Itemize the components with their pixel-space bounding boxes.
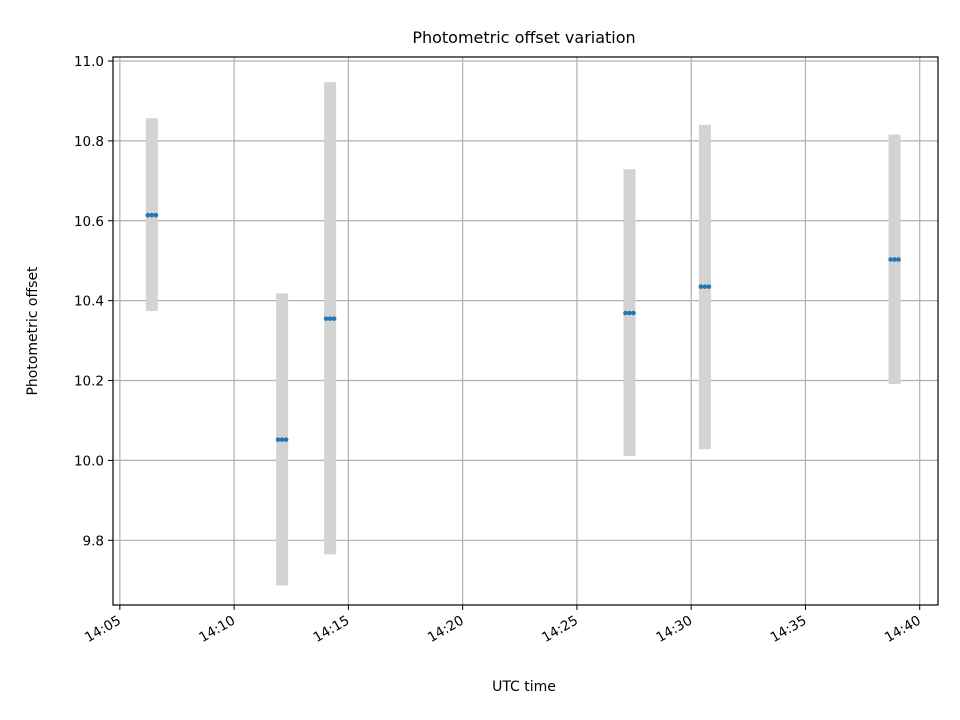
data-point bbox=[275, 437, 281, 442]
data-point bbox=[149, 212, 155, 218]
y-tick-label: 10.6 bbox=[74, 214, 104, 230]
data-point bbox=[706, 284, 712, 289]
data-point bbox=[153, 212, 159, 218]
data-point bbox=[323, 316, 329, 321]
y-axis-ticks: 9.8 10.0 10.2 10.4 10.6 10.8 11.0 bbox=[74, 54, 113, 549]
data-point bbox=[279, 437, 285, 442]
data-point bbox=[896, 257, 901, 262]
y-tick-label: 11.0 bbox=[74, 54, 104, 70]
chart-title: Photometric offset variation bbox=[412, 28, 635, 47]
data-point bbox=[631, 310, 636, 316]
y-tick-label: 10.4 bbox=[74, 294, 104, 310]
data-point bbox=[327, 316, 333, 321]
data-point bbox=[331, 316, 337, 321]
data-point bbox=[698, 284, 704, 289]
y-tick-label: 10.8 bbox=[74, 134, 104, 150]
data-point bbox=[892, 257, 897, 262]
data-points bbox=[145, 212, 901, 442]
data-point bbox=[702, 284, 708, 289]
y-tick-label: 10.2 bbox=[74, 374, 104, 390]
y-axis-label: Photometric offset bbox=[25, 266, 41, 396]
y-tick-label: 9.8 bbox=[83, 533, 104, 549]
data-point bbox=[888, 257, 893, 262]
data-point bbox=[627, 310, 632, 316]
grid bbox=[113, 57, 938, 605]
x-axis-label: UTC time bbox=[492, 679, 556, 695]
data-point bbox=[623, 310, 628, 316]
plot-frame bbox=[112, 56, 939, 606]
data-point bbox=[283, 437, 289, 442]
y-tick-label: 10.0 bbox=[74, 453, 104, 469]
data-point bbox=[145, 212, 151, 218]
